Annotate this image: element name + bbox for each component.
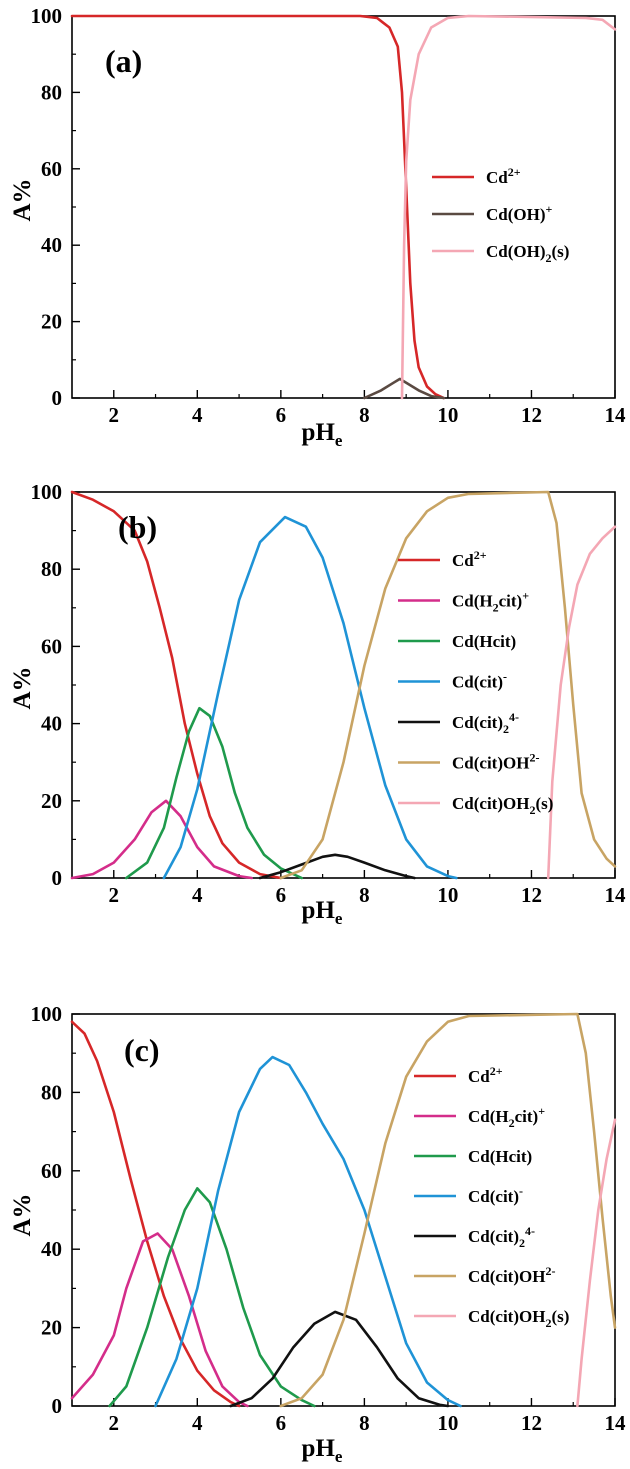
- y-tick-label: 80: [41, 557, 62, 581]
- series-line-4: [258, 853, 416, 880]
- y-tick-label: 100: [31, 4, 63, 28]
- legend-label-6: Cd(cit)OH2​(s): [452, 794, 553, 817]
- panel-label: (b): [118, 509, 157, 545]
- legend-label-1: Cd(H2​cit)+​: [452, 589, 529, 615]
- x-tick-label: 14: [605, 883, 627, 907]
- legend-label-4: Cd(cit)2​4-​: [452, 710, 519, 736]
- x-tick-label: 8: [359, 1411, 370, 1435]
- panel-label: (c): [124, 1032, 160, 1068]
- panel-label: (a): [105, 43, 142, 79]
- x-tick-label: 4: [192, 883, 203, 907]
- y-tick-label: 20: [41, 310, 62, 334]
- y-axis-title: A%: [9, 178, 36, 221]
- series-line-6: [546, 525, 617, 880]
- y-axis-title: A%: [9, 1193, 36, 1236]
- x-tick-label: 12: [521, 403, 542, 427]
- y-tick-label: 100: [31, 480, 63, 504]
- y-tick-label: 80: [41, 1080, 62, 1104]
- y-tick-label: 20: [41, 789, 62, 813]
- series-line-3: [162, 515, 458, 880]
- x-tick-label: 14: [605, 403, 627, 427]
- x-tick-label: 6: [276, 883, 287, 907]
- series-line-2: [108, 1187, 316, 1408]
- x-tick-label: 8: [359, 403, 370, 427]
- x-tick-label: 14: [605, 1411, 627, 1435]
- y-tick-label: 0: [52, 1394, 63, 1418]
- series-line-2: [125, 706, 303, 880]
- y-tick-label: 40: [41, 233, 62, 257]
- legend-label-3: Cd(cit)-​: [452, 670, 507, 692]
- y-tick-label: 60: [41, 634, 62, 658]
- x-tick-label: 8: [359, 883, 370, 907]
- y-tick-label: 0: [52, 866, 63, 890]
- series-line-0: [70, 1020, 241, 1408]
- y-axis-title: A%: [9, 666, 36, 709]
- panel-c: 2 4 6 8 10 12 14 0 20 40 60 80 100 Cd2+​ Cd(H2​cit)+​ C…: [9, 1002, 626, 1466]
- legend-label-5: Cd(cit)OH2-​: [468, 1264, 555, 1286]
- series-line-0: [70, 490, 283, 880]
- series-line-0: [70, 14, 445, 400]
- x-axis-title: pHe: [302, 1435, 343, 1466]
- legend-label-4: Cd(cit)2​4-​: [468, 1224, 535, 1250]
- y-tick-label: 20: [41, 1316, 62, 1340]
- x-tick-label: 4: [192, 403, 203, 427]
- y-tick-label: 60: [41, 1159, 62, 1183]
- y-tick-label: 40: [41, 1237, 62, 1261]
- plot-frame: [71, 1013, 616, 1407]
- legend-label-2: Cd(OH)2​(s): [486, 242, 569, 265]
- plot-frame: [71, 491, 616, 879]
- series-line-6: [576, 1118, 617, 1408]
- series-line-1: [363, 377, 445, 400]
- legend-label-6: Cd(cit)OH2​(s): [468, 1307, 569, 1330]
- x-tick-label: 12: [521, 1411, 542, 1435]
- x-tick-label: 6: [276, 403, 287, 427]
- legend-label-3: Cd(cit)-​: [468, 1184, 523, 1206]
- legend-label-0: Cd2+​: [452, 548, 487, 570]
- y-tick-label: 60: [41, 157, 62, 181]
- legend-label-5: Cd(cit)OH2-​: [452, 751, 539, 773]
- x-tick-label: 2: [109, 883, 120, 907]
- x-tick-label: 12: [521, 883, 542, 907]
- legend-label-0: Cd2+​: [486, 165, 521, 187]
- series-line-1: [70, 1232, 249, 1408]
- x-tick-label: 4: [192, 1411, 203, 1435]
- x-tick-label: 10: [437, 1411, 458, 1435]
- series-line-2: [400, 14, 617, 400]
- series-line-5: [279, 490, 617, 880]
- legend-label-2: Cd(Hcit): [468, 1147, 532, 1166]
- series-line-3: [154, 1055, 462, 1408]
- x-axis-title: pHe: [302, 419, 343, 450]
- legend-label-1: Cd(H2​cit)+​: [468, 1104, 545, 1130]
- legend-label-1: Cd(OH)+​: [486, 202, 553, 224]
- series-line-1: [70, 799, 253, 880]
- legend-label-2: Cd(Hcit): [452, 632, 516, 651]
- legend-label-0: Cd2+​: [468, 1064, 503, 1086]
- x-tick-label: 2: [109, 403, 120, 427]
- x-tick-label: 10: [437, 883, 458, 907]
- y-tick-label: 0: [52, 386, 63, 410]
- panel-a: 2 4 6 8 10 12 14 0 20 40 60 80 100 Cd2+​ Cd(OH)+​ Cd(OH…: [9, 4, 626, 450]
- panel-b: 2 4 6 8 10 12 14 0 20 40 60 80 100 Cd2+​ Cd(H2​cit)+​ C…: [9, 480, 626, 928]
- x-tick-label: 2: [109, 1411, 120, 1435]
- x-tick-label: 10: [437, 403, 458, 427]
- y-tick-label: 80: [41, 80, 62, 104]
- x-tick-label: 6: [276, 1411, 287, 1435]
- x-axis-title: pHe: [302, 897, 343, 928]
- y-tick-label: 40: [41, 712, 62, 736]
- series-line-5: [279, 1012, 617, 1408]
- y-tick-label: 100: [31, 1002, 63, 1026]
